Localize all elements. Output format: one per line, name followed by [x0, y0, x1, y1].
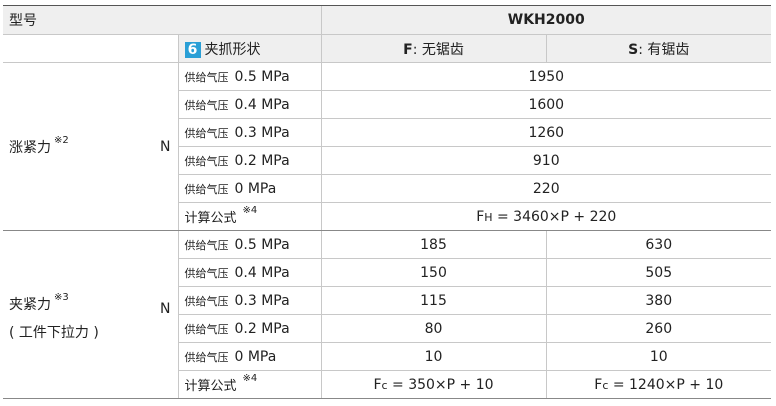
pressure: 0.5 MPa — [234, 68, 290, 85]
unit: N — [153, 62, 178, 231]
formula-symbol: F — [373, 376, 382, 393]
condition: 供给气压 0 MPa — [177, 174, 321, 203]
formula-subscript: c — [381, 378, 388, 392]
value: 505 — [545, 258, 772, 287]
header-row: 型号 WKH2000 — [3, 5, 772, 35]
formula-label: 计算公式 — [184, 211, 237, 226]
supply-label: 供给气压 — [184, 182, 229, 196]
condition: 供给气压 0.2 MPa — [177, 314, 321, 343]
pressure: 0.4 MPa — [234, 264, 290, 281]
formula-label: 计算公式 — [184, 379, 237, 394]
supply-label: 供给气压 — [184, 70, 229, 84]
section-label-cell: 涨紧力 ※2 — [3, 62, 153, 231]
pressure: 0.2 MPa — [234, 320, 290, 337]
condition: 供给气压 0 MPa — [177, 342, 321, 371]
value: 910 — [320, 146, 772, 175]
supply-label: 供给气压 — [184, 322, 229, 336]
pressure: 0 MPa — [234, 348, 277, 365]
value: 10 — [545, 342, 772, 371]
formula-symbol: F — [594, 376, 603, 393]
formula-note: ※4 — [242, 373, 258, 384]
formula-note: ※4 — [242, 205, 258, 216]
pressure: 0.4 MPa — [234, 96, 290, 113]
formula: FH = 3460×P + 220 — [320, 202, 772, 231]
unit: N — [153, 230, 178, 399]
pressure: 0.3 MPa — [234, 292, 290, 309]
row: 供给气压 0.4 MPa 1600 — [3, 90, 772, 119]
condition: 供给气压 0.5 MPa — [177, 230, 321, 259]
value: 80 — [320, 314, 546, 343]
condition: 供给气压 0.3 MPa — [177, 286, 321, 315]
condition: 供给气压 0.5 MPa — [177, 62, 321, 91]
column-code: S — [628, 41, 639, 58]
condition: 供给气压 0.4 MPa — [177, 90, 321, 119]
column-header: F: 无锯齿 — [320, 34, 546, 63]
spec-table: 型号 WKH2000 6 夹抓形状 F: 无锯齿 S: 有锯齿 涨紧力 ※2 N 供给气… — [3, 5, 772, 399]
formula: Fc = 1240×P + 10 — [545, 370, 772, 399]
supply-label: 供给气压 — [184, 238, 229, 252]
column-header: S: 有锯齿 — [545, 34, 772, 63]
condition: 供给气压 0.4 MPa — [177, 258, 321, 287]
formula-subscript: H — [484, 210, 493, 224]
row: 供给气压 0.4 MPa 150 505 — [3, 258, 772, 287]
value: 1600 — [320, 90, 772, 119]
column-text: : 有锯齿 — [638, 41, 690, 58]
formula-subscript: c — [602, 378, 609, 392]
formula: Fc = 350×P + 10 — [320, 370, 546, 399]
section-note: ※3 — [54, 291, 69, 303]
row: 涨紧力 ※2 N 供给气压 0.5 MPa 1950 — [3, 62, 772, 231]
section-note: ※2 — [54, 134, 69, 146]
column-code: F — [403, 41, 413, 58]
value: 185 — [320, 230, 546, 259]
formula-expression: = 350×P + 10 — [387, 376, 494, 393]
condition: 供给气压 0.2 MPa — [177, 146, 321, 175]
pressure: 0.5 MPa — [234, 236, 290, 253]
condition: 计算公式 ※4 — [177, 202, 321, 231]
product: WKH2000 — [320, 5, 772, 35]
header-row: 6 夹抓形状 F: 无锯齿 S: 有锯齿 — [3, 34, 772, 63]
value: 220 — [320, 174, 772, 203]
section-sublabel: ( 工件下拉力 ) — [9, 324, 99, 341]
supply-label: 供给气压 — [184, 350, 229, 364]
row: 供给气压 0.2 MPa 910 — [3, 146, 772, 175]
pressure: 0 MPa — [234, 180, 277, 197]
condition: 计算公式 ※4 — [177, 370, 321, 399]
row: 计算公式※4 Fc = 350×P + 10 Fc = 1240×P + 10 — [3, 370, 772, 399]
column-text: : 无锯齿 — [412, 41, 464, 58]
section-label-line: 夹紧力 ※3 — [9, 291, 153, 314]
value: 1950 — [320, 62, 772, 91]
supply-label: 供给气压 — [184, 154, 229, 168]
supply-label: 供给气压 — [184, 294, 229, 308]
value: 150 — [320, 258, 546, 287]
formula-symbol: F — [476, 208, 485, 225]
section-label-cell: 夹紧力 ※3 ( 工件下拉力 ) — [3, 230, 153, 399]
supply-label: 供给气压 — [184, 266, 229, 280]
value: 630 — [545, 230, 772, 259]
row: 供给气压 0.2 MPa 80 260 — [3, 314, 772, 343]
section-label: 涨紧力 — [9, 139, 51, 156]
formula-expression: = 1240×P + 10 — [608, 376, 724, 393]
row: 夹紧力 ※3 ( 工件下拉力 ) N 供给气压 0.5 MPa 185 630 — [3, 230, 772, 399]
value: 115 — [320, 286, 546, 315]
grip-cell: 6 夹抓形状 — [177, 34, 321, 63]
value: 10 — [320, 342, 546, 371]
model-label: 型号 — [3, 5, 321, 35]
formula-expression: = 3460×P + 220 — [492, 208, 617, 225]
grip-label: 夹抓形状 — [204, 41, 261, 58]
supply-label: 供给气压 — [184, 98, 229, 112]
section-label: 夹紧力 — [9, 296, 51, 313]
value: 380 — [545, 286, 772, 315]
condition: 供给气压 0.3 MPa — [177, 118, 321, 147]
pressure: 0.3 MPa — [234, 124, 290, 141]
grip-badge: 6 — [184, 41, 201, 58]
pressure: 0.2 MPa — [234, 152, 290, 169]
value: 260 — [545, 314, 772, 343]
section-label-line: 涨紧力 ※2 — [9, 134, 153, 157]
value: 1260 — [320, 118, 772, 147]
row: 计算公式 ※4 FH = 3460×P + 220 — [3, 202, 772, 231]
supply-label: 供给气压 — [184, 126, 229, 140]
